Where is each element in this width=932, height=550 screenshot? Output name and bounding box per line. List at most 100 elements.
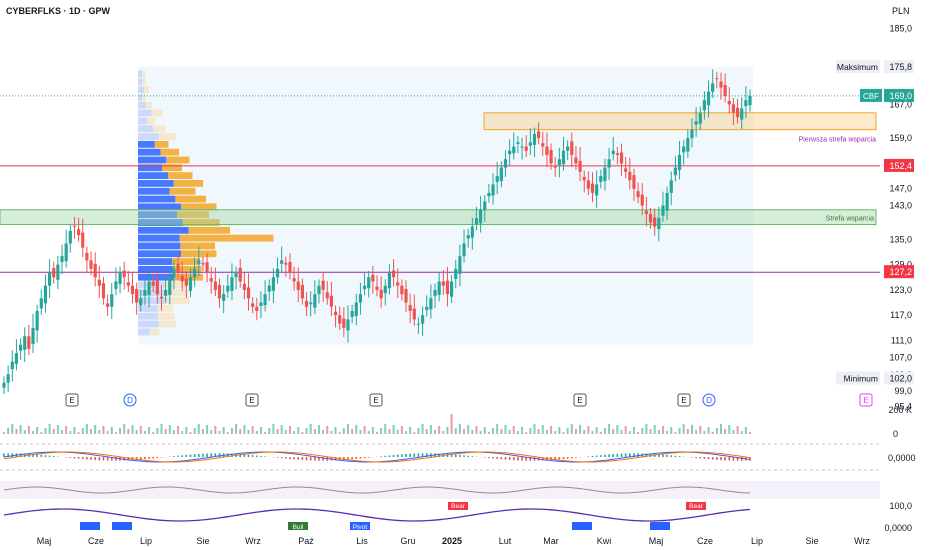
candle-body [85,252,89,261]
price-tick-label: 99,0 [894,386,912,396]
time-axis-label: Wrz [245,536,261,546]
volume-bar [458,424,461,434]
event-marker-dividend [123,393,137,407]
vp-bar-up [138,172,168,180]
volume-bar [740,431,743,434]
volume-bar [699,426,702,434]
candle-body [304,300,309,307]
volume-bar [703,431,706,434]
oscillator-line [3,508,751,522]
vp-bar-up [138,156,167,164]
macd-hist-bar [467,455,469,457]
vp-bar-up [138,125,154,133]
volume-bar [450,414,453,434]
volume-bar [181,431,184,434]
time-axis-label: 2025 [442,536,462,546]
macd-hist-bar [355,457,358,459]
vp-bar-down [179,234,274,242]
candle-body [524,146,528,151]
macd-hist-bar [695,457,697,458]
volume-bar [52,429,55,434]
volume-bar [715,428,718,434]
signal-label: Bear [451,503,466,510]
macd-hist-bar [728,457,731,461]
vp-bar-down [149,328,160,336]
macd-hist-bar [148,457,150,459]
signal-badge [350,522,370,530]
volume-bar [3,432,5,434]
volume-bar [434,430,437,434]
rsi-line [3,486,751,494]
volume-bar [728,425,731,434]
candle-body [632,175,636,189]
macd-hist-bar [48,455,51,457]
max-label-bg [836,60,880,74]
price-tick-label: 185,0 [889,23,912,33]
macd-hist-bar [181,455,184,457]
macd-hist-bar [202,453,204,457]
candle-body [280,260,284,264]
symbol-title: CYBERFLKS · 1D · GPW [6,6,111,16]
candle-body [251,303,255,307]
vp-bar-up [138,258,173,265]
candle-body [578,160,582,172]
macd-hist-bar [558,457,561,460]
vp-bar-up [138,312,159,320]
macd-hist-bar [496,457,498,459]
volume-bar [595,427,598,434]
macd-hist-bar [421,453,424,457]
macd-hist-bar [110,457,113,461]
volume-bar [152,432,155,434]
event-letter: E [69,396,74,405]
volume-bar [230,428,233,434]
vp-bar-down [147,117,155,125]
candle-body [288,262,292,274]
volume-bar [119,428,122,434]
macd-hist-bar [525,457,527,461]
macd-hist-bar [699,457,702,459]
macd-hist-bar [123,457,125,461]
vp-bar-up [138,289,166,297]
vp-bar-down [158,312,175,320]
volume-bar [376,432,378,434]
candle-body [553,165,557,168]
volume-bar [645,424,648,434]
signal-badge [650,522,670,530]
candle-body [101,283,106,299]
volume-bar [210,430,213,434]
macd-hist-bar [44,455,47,457]
candle-body [147,281,151,295]
volume-bar [732,430,735,434]
volume-bar [678,428,681,434]
macd-hist-bar [471,456,474,457]
vp-bar-up [138,101,146,109]
volume-bar [620,430,623,434]
volume-bar [185,427,188,434]
candle-body [358,294,363,303]
macd-hist-bar [243,454,246,457]
vp-bar-up [138,242,181,250]
volume-bar [421,424,424,434]
volume-bar [218,431,221,434]
vp-bar-down [164,281,187,289]
volume-bar [711,432,714,434]
candle-body [89,260,93,269]
candle-body [528,142,532,146]
event-marker-earnings [573,393,587,407]
volume-bar [599,432,602,434]
candle-body [549,149,553,164]
candle-body [748,95,752,106]
volume-bar [284,430,287,434]
volume-bar [479,431,482,434]
signal-badge [288,522,308,530]
candle-body [744,100,748,107]
vp-bar-down [145,101,152,109]
volume-bar [545,430,548,434]
candle-body [458,256,462,274]
candle-body [118,273,122,285]
vp-bar-up [138,211,178,219]
volume-bar [566,428,569,434]
macd-hist-bar [206,453,208,457]
candle-body [615,153,619,155]
